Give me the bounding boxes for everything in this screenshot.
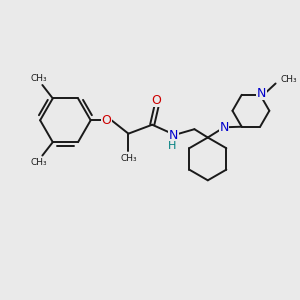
Text: CH₃: CH₃ [30, 74, 47, 83]
Text: O: O [101, 114, 111, 127]
Text: N: N [169, 129, 178, 142]
Text: CH₃: CH₃ [30, 158, 47, 167]
Text: N: N [220, 121, 229, 134]
Text: CH₃: CH₃ [120, 154, 137, 163]
Text: CH₃: CH₃ [280, 75, 297, 84]
Text: N: N [257, 87, 266, 100]
Text: H: H [168, 141, 176, 152]
Text: O: O [152, 94, 162, 106]
